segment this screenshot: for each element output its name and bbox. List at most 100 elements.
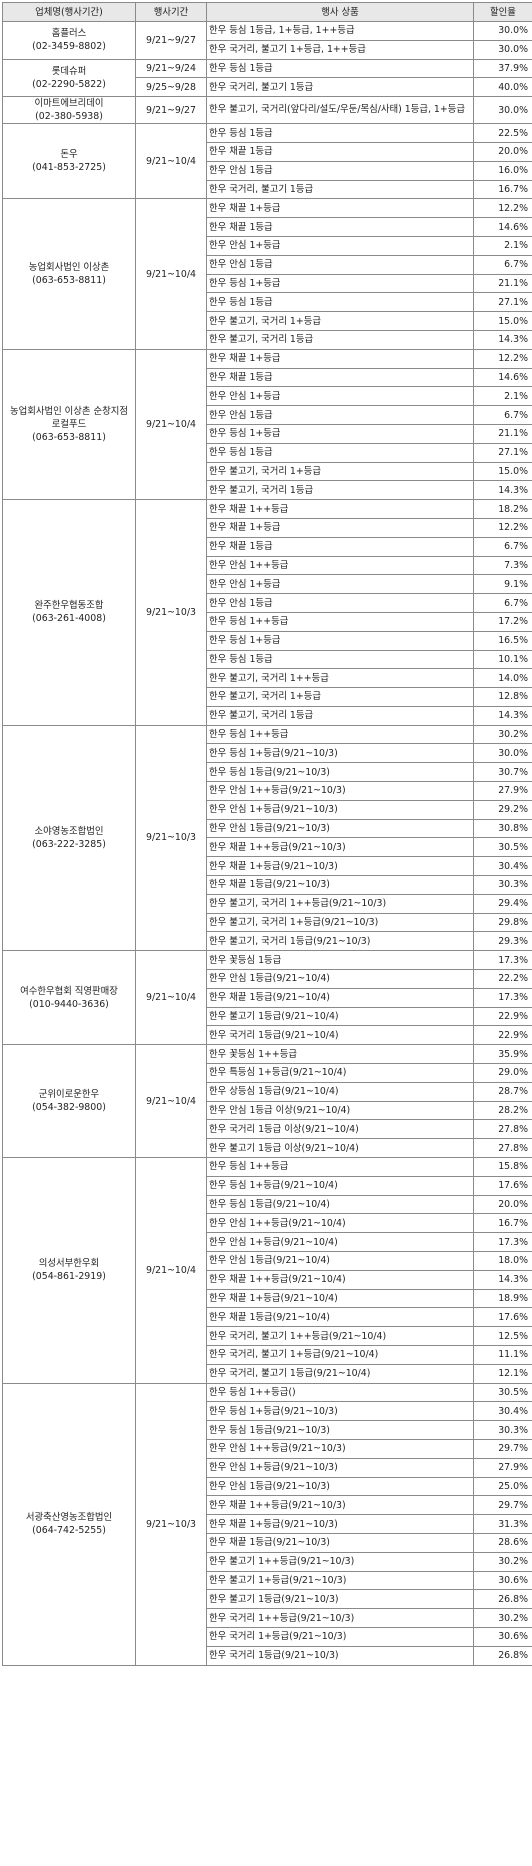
discount-cell: 15.0% [473,311,532,331]
table-row: 군위이로운한우 (054-382-9800) 9/21~10/4 한우 꽃등심 1++… [2,1044,532,1159]
product-cell: 한우 채끝 1++등급(9/21~10/3) [206,837,474,858]
discount-cell: 30.4% [473,856,532,877]
discount-cell: 27.8% [473,1138,532,1159]
discount-cell: 16.0% [473,160,532,181]
period-cell: 9/21~10/4 [135,123,207,200]
discount-cell: 35.9% [473,1044,532,1065]
discount-cell: 30.8% [473,818,532,839]
vendor-name: 농업회사법인 이상촌 순창지점 로컬푸드 [9,405,129,430]
table-row: 한우 채끝 1등급(9/21~10/4) 17.6% [3,1307,532,1328]
period-cell: 9/21~9/27 [135,96,207,125]
product-cell: 한우 안심 1등급(9/21~10/3) [206,818,474,839]
vendor-cell: 군위이로운한우 (054-382-9800) [2,1044,136,1159]
discount-cell: 16.5% [473,630,532,651]
table-row: 한우 안심 1등급 이상(9/21~10/4) 28.2% [3,1100,532,1121]
table-row: 한우 안심 1등급(9/21~10/3) 25.0% [3,1476,532,1497]
discount-cell: 22.9% [473,1025,532,1046]
discount-cell: 22.2% [473,969,532,989]
vendor-phone: (054-382-9800) [32,1102,106,1114]
discount-cell: 29.7% [473,1438,532,1459]
period-cell: 9/21~10/3 [135,1382,207,1666]
discount-cell: 30.3% [473,1420,532,1440]
period-cell: 9/21~10/4 [135,950,207,1046]
product-cell: 한우 채끝 1등급 [206,141,474,162]
product-cell: 한우 안심 1등급(9/21~10/4) [206,1251,474,1271]
discount-cell: 29.0% [473,1063,532,1083]
product-cell: 한우 안심 1등급 [206,254,474,275]
discount-cell: 31.3% [473,1514,532,1534]
vendor-cell: 돈우 (041-853-2725) [2,123,136,200]
discount-cell: 12.5% [473,1326,532,1346]
product-cell: 한우 불고기 1+등급(9/21~10/3) [206,1570,474,1591]
product-cell: 한우 특등심 1+등급(9/21~10/4) [206,1063,474,1083]
period-cell: 9/21~10/4 [135,1044,207,1159]
discount-cell: 30.0% [473,39,532,60]
discount-cell: 28.6% [473,1532,532,1553]
discount-cell: 17.3% [473,1232,532,1252]
discount-cell: 29.4% [473,893,532,914]
product-cell: 한우 등심 1등급(9/21~10/4) [206,1194,474,1215]
discount-cell: 27.9% [473,781,532,801]
period-cell: 9/21~10/3 [135,724,207,952]
product-cell: 한우 등심 1등급 [206,292,474,313]
discount-cell: 29.8% [473,912,532,933]
vendor-phone: (063-653-8811) [32,431,106,443]
product-cell: 한우 불고기, 국거리 1등급 [206,329,474,350]
vendor-name: 서광축산영농조합법인 [25,1512,113,1524]
product-cell: 한우 국거리, 불고기 1등급 [206,179,474,200]
product-cell: 한우 꽃등심 1등급 [206,950,474,971]
product-cell: 한우 국거리 1등급(9/21~10/3) [206,1645,474,1666]
product-cell: 한우 안심 1++등급 [206,555,474,576]
discount-cell: 20.0% [473,1194,532,1215]
table-row: 한우 안심 1등급(9/21~10/4) 18.0% [3,1251,532,1271]
period-cell: 9/21~9/24 [135,58,207,79]
product-cell: 한우 안심 1등급 이상(9/21~10/4) [206,1100,474,1121]
product-cell: 한우 채끝 1++등급(9/21~10/3) [206,1495,474,1516]
product-cell: 한우 불고기, 국거리 1++등급(9/21~10/3) [206,893,474,914]
table-row: 한우 안심 1+등급(9/21~10/3) 29.2% [3,799,532,820]
vendor-cell: 서광축산영농조합법인 (064-742-5255) [2,1382,136,1666]
table-row: 9/25~9/28 한우 국거리, 불고기 1등급 40.0% [3,77,532,98]
discount-cell: 12.2% [473,517,532,538]
vendor-phone: (041-853-2725) [32,162,106,174]
product-cell: 한우 안심 1++등급(9/21~10/3) [206,781,474,801]
period-cell: 9/21~10/4 [135,348,207,501]
discount-cell: 30.0% [473,96,532,125]
vendor-phone: (063-222-3285) [32,838,106,850]
table-row: 한우 불고기, 국거리 1등급 14.3% [3,480,532,501]
product-cell: 한우 불고기, 국거리 1+등급 [206,461,474,482]
product-cell: 한우 채끝 1+등급(9/21~10/3) [206,1514,474,1534]
discount-cell: 17.3% [473,987,532,1008]
table-row: 한우 불고기 1등급 이상(9/21~10/4) 27.8% [3,1138,532,1159]
period-cell: 9/21~10/4 [135,198,207,350]
product-cell: 한우 불고기 1등급 이상(9/21~10/4) [206,1138,474,1159]
product-cell: 한우 불고기, 국거리(앞다리/설도/우둔/목심/사태) 1등급, 1+등급 [206,96,474,125]
product-cell: 한우 국거리, 불고기 1+등급, 1++등급 [206,39,474,60]
table-row: 한우 채끝 1+등급(9/21~10/3) 30.4% [3,856,532,877]
product-cell: 한우 안심 1+등급(9/21~10/3) [206,799,474,820]
product-cell: 한우 등심 1등급(9/21~10/3) [206,762,474,783]
header-discount: 할인율 [473,2,532,22]
product-cell: 한우 채끝 1등급(9/21~10/3) [206,1532,474,1553]
period-cell: 9/21~9/27 [135,21,207,60]
table-row: 한우 등심 1등급(9/21~10/3) 30.7% [3,762,532,783]
table-row: 한우 불고기, 국거리 1+등급 15.0% [3,461,532,482]
table-row: 소야영농조합법인 (063-222-3285) 9/21~10/3 한우 등심 1++… [2,724,532,952]
product-cell: 한우 등심 1등급 [206,442,474,463]
discount-cell: 20.0% [473,141,532,162]
table-row: 한우 채끝 1+등급(9/21~10/4) 18.9% [3,1288,532,1309]
discount-cell: 2.1% [473,235,532,256]
vendor-name: 농업회사법인 이상촌 [28,262,110,274]
product-cell: 한우 국거리, 불고기 1등급(9/21~10/4) [206,1363,474,1384]
vendor-cell: 소야영농조합법인 (063-222-3285) [2,724,136,952]
table-row: 한우 안심 1+등급(9/21~10/4) 17.3% [3,1232,532,1252]
discount-table: 업체명(행사기간) 행사기간 행사 상품 할인율 홈플러스 (02-3459-88… [2,2,532,1666]
table-row: 돈우 (041-853-2725) 9/21~10/4 한우 등심 1등급 22.5% [2,123,532,200]
product-cell: 한우 채끝 1등급(9/21~10/4) [206,987,474,1008]
header-vendor: 업체명(행사기간) [2,2,136,22]
vendor-phone: (02-380-5938) [35,111,103,123]
discount-cell: 17.2% [473,611,532,632]
table-row: 한우 안심 1등급 16.0% [3,160,532,181]
product-cell: 한우 국거리, 불고기 1++등급(9/21~10/4) [206,1326,474,1346]
discount-cell: 37.9% [473,58,532,79]
